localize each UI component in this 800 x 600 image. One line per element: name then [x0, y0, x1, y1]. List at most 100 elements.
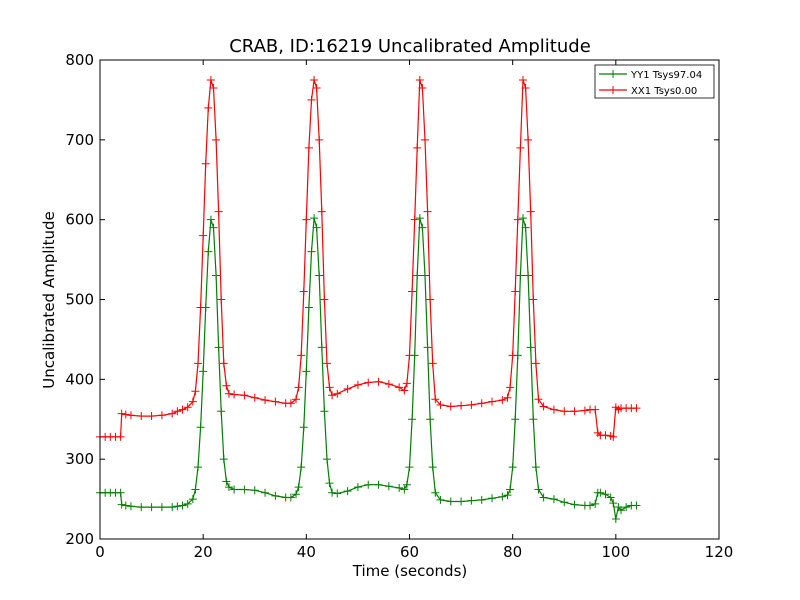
legend-marker — [609, 86, 617, 94]
data-point — [328, 488, 337, 497]
data-point — [516, 271, 525, 280]
data-point — [609, 432, 618, 441]
data-point — [328, 391, 337, 400]
data-point — [214, 207, 223, 216]
data-point — [408, 287, 417, 296]
data-point — [428, 463, 437, 472]
series-1 — [96, 214, 641, 524]
chart-title: CRAB, ID:16219 Uncalibrated Amplitude — [229, 36, 591, 57]
data-point — [423, 207, 432, 216]
data-point — [426, 295, 435, 304]
series-2 — [96, 75, 641, 441]
data-point — [315, 135, 324, 144]
data-point — [503, 491, 512, 500]
data-point — [570, 407, 579, 416]
x-axis-label: Time (seconds) — [352, 562, 468, 580]
data-point — [508, 463, 517, 472]
data-point — [294, 483, 303, 492]
data-point — [302, 215, 311, 224]
data-point — [526, 207, 535, 216]
data-point — [477, 399, 486, 408]
data-point — [322, 359, 331, 368]
legend-label: XX1 Tsys0.00 — [631, 86, 697, 97]
data-point — [310, 214, 319, 223]
data-point — [204, 247, 213, 256]
data-point — [420, 135, 429, 144]
data-point — [457, 497, 466, 506]
data-point — [230, 485, 239, 494]
data-point — [531, 359, 540, 368]
data-point — [408, 415, 417, 424]
data-point — [529, 295, 538, 304]
data-point — [516, 143, 525, 152]
data-point — [196, 423, 205, 432]
data-point — [199, 367, 208, 376]
data-point — [529, 415, 538, 424]
data-point — [333, 489, 342, 498]
data-point — [117, 409, 126, 418]
data-point — [224, 483, 233, 492]
data-point — [333, 389, 342, 398]
data-point — [632, 501, 641, 510]
data-point — [173, 502, 182, 511]
data-point — [353, 380, 362, 389]
data-point — [201, 159, 210, 168]
data-point — [304, 303, 313, 312]
data-point — [312, 83, 321, 92]
data-point — [506, 485, 515, 494]
data-point — [194, 359, 203, 368]
data-point — [297, 463, 306, 472]
data-point — [116, 488, 125, 497]
y-tick-label: 400 — [65, 370, 94, 388]
data-point — [400, 386, 409, 395]
data-point — [498, 492, 507, 501]
legend-marker — [609, 70, 617, 78]
data-point — [191, 485, 200, 494]
data-point — [157, 503, 166, 512]
data-point — [511, 415, 520, 424]
data-point — [436, 495, 445, 504]
data-point — [395, 483, 404, 492]
data-point — [292, 490, 301, 499]
data-point — [168, 409, 177, 418]
data-point — [521, 83, 530, 92]
data-point — [413, 143, 422, 152]
data-point — [402, 480, 411, 489]
data-point — [178, 405, 187, 414]
data-point — [307, 95, 316, 104]
data-point — [230, 390, 239, 399]
data-point — [168, 503, 177, 512]
data-point — [591, 499, 600, 508]
data-point — [606, 493, 615, 502]
data-point — [206, 215, 215, 224]
data-point — [302, 367, 311, 376]
data-point — [596, 488, 605, 497]
data-point — [317, 343, 326, 352]
data-point — [539, 493, 548, 502]
data-point — [506, 383, 515, 392]
data-point — [632, 404, 641, 413]
data-point — [147, 503, 156, 512]
data-point — [410, 215, 419, 224]
data-point — [428, 359, 437, 368]
data-point — [286, 493, 295, 502]
legend-items: YY1 Tsys97.04 XX1 Tsys0.00 — [599, 70, 702, 97]
data-point — [586, 501, 595, 510]
data-point — [616, 506, 625, 515]
data-point — [173, 407, 182, 416]
data-point — [317, 207, 326, 216]
data-point — [591, 405, 600, 414]
data-point — [250, 486, 259, 495]
data-point — [467, 400, 476, 409]
data-point — [121, 410, 130, 419]
data-point — [117, 500, 126, 509]
data-point — [601, 431, 610, 440]
data-point — [524, 271, 533, 280]
data-point — [609, 499, 618, 508]
data-point — [217, 295, 226, 304]
data-point — [395, 383, 404, 392]
data-point — [212, 271, 221, 280]
data-point — [384, 482, 393, 491]
